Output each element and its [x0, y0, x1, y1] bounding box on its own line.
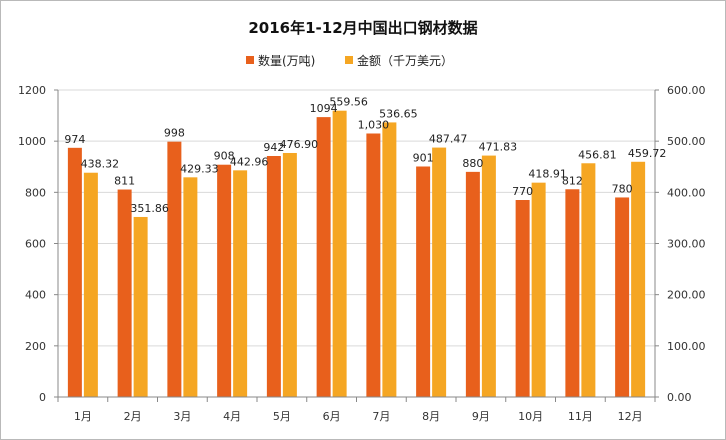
bar-quantity [515, 200, 530, 397]
right-tick-label: 200.00 [667, 289, 706, 302]
bar-amount [631, 161, 646, 397]
data-label-amount: 476.90 [280, 138, 319, 151]
x-tick-label: 6月 [323, 410, 341, 423]
x-tick-label: 5月 [273, 410, 291, 423]
data-label-amount: 418.91 [528, 168, 567, 181]
bar-quantity [217, 164, 232, 397]
x-tick-label: 7月 [372, 410, 390, 423]
data-label-quantity: 1094 [310, 102, 338, 115]
data-label-quantity: 998 [164, 127, 185, 140]
bar-quantity [117, 189, 132, 397]
left-tick-label: 1200 [18, 84, 46, 97]
data-label-amount: 536.65 [379, 107, 418, 120]
x-tick-label: 8月 [422, 410, 440, 423]
x-tick-label: 12月 [618, 410, 643, 423]
data-label-amount: 459.72 [628, 147, 667, 160]
right-tick-label: 100.00 [667, 340, 706, 353]
bars [67, 110, 646, 397]
data-label-amount: 471.83 [479, 141, 518, 154]
data-label-quantity: 901 [413, 151, 434, 164]
bar-amount [332, 110, 347, 397]
data-label-quantity: 908 [214, 150, 235, 163]
x-tick-label: 11月 [568, 410, 593, 423]
bar-quantity [67, 147, 82, 397]
data-label-amount: 559.56 [329, 96, 368, 109]
data-label-quantity: 880 [462, 157, 483, 170]
data-label-amount: 438.32 [81, 158, 120, 171]
chart-title: 2016年1-12月中国出口钢材数据 [248, 19, 477, 37]
bar-amount [183, 177, 198, 397]
bar-amount [432, 147, 447, 397]
data-labels: 974438.32811351.86998429.33908442.969424… [64, 96, 666, 215]
left-tick-label: 200 [25, 340, 46, 353]
right-tick-label: 400.00 [667, 186, 706, 199]
bar-amount [382, 122, 397, 397]
x-tick-label: 4月 [223, 410, 241, 423]
bar-amount [531, 182, 546, 397]
bar-amount [83, 172, 98, 397]
bar-quantity [465, 171, 480, 397]
data-label-quantity: 1,030 [358, 118, 390, 131]
data-label-quantity: 942 [263, 141, 284, 154]
legend-label-2: 金额（千万美元） [357, 53, 453, 68]
gridlines [58, 89, 655, 347]
bar-amount [233, 170, 248, 397]
right-tick-label: 300.00 [667, 238, 706, 251]
data-label-quantity: 780 [612, 182, 633, 195]
bar-amount [133, 216, 148, 397]
left-tick-label: 600 [25, 238, 46, 251]
bar-amount [481, 155, 496, 397]
x-tick-label: 9月 [472, 410, 490, 423]
bar-quantity [565, 189, 580, 397]
legend: 数量(万吨) 金额（千万美元） [246, 53, 453, 68]
axes: 0 200 400 600 800 1000 1200 0.00 100.00 200.00 300… [18, 84, 706, 423]
legend-swatch-2 [345, 56, 353, 64]
data-label-quantity: 812 [562, 174, 583, 187]
legend-label-1: 数量(万吨) [258, 53, 315, 68]
bar-quantity [416, 166, 431, 397]
data-label-quantity: 770 [512, 185, 533, 198]
legend-swatch-1 [246, 56, 254, 64]
bar-amount [581, 163, 596, 397]
bar-quantity [316, 117, 331, 397]
bar-quantity [167, 141, 182, 397]
right-tick-label: 0.00 [667, 391, 692, 404]
right-tick-label: 600.00 [667, 84, 706, 97]
data-label-amount: 351.86 [130, 202, 169, 215]
bar-quantity [266, 156, 281, 397]
right-tick-label: 500.00 [667, 135, 706, 148]
data-label-quantity: 811 [114, 175, 135, 188]
bar-quantity [366, 133, 381, 397]
data-label-amount: 429.33 [180, 162, 219, 175]
data-label-amount: 487.47 [429, 133, 468, 146]
left-tick-label: 400 [25, 289, 46, 302]
x-tick-label: 1月 [74, 410, 92, 423]
left-tick-label: 1000 [18, 135, 46, 148]
data-label-amount: 456.81 [578, 148, 617, 161]
data-label-amount: 442.96 [230, 155, 269, 168]
bar-quantity [615, 197, 630, 397]
x-tick-label: 10月 [518, 410, 543, 423]
x-tick-label: 3月 [173, 410, 191, 423]
bar-amount [282, 152, 297, 397]
left-tick-label: 0 [39, 391, 46, 404]
x-tick-label: 2月 [124, 410, 142, 423]
left-tick-label: 800 [25, 186, 46, 199]
data-label-quantity: 974 [64, 133, 85, 146]
